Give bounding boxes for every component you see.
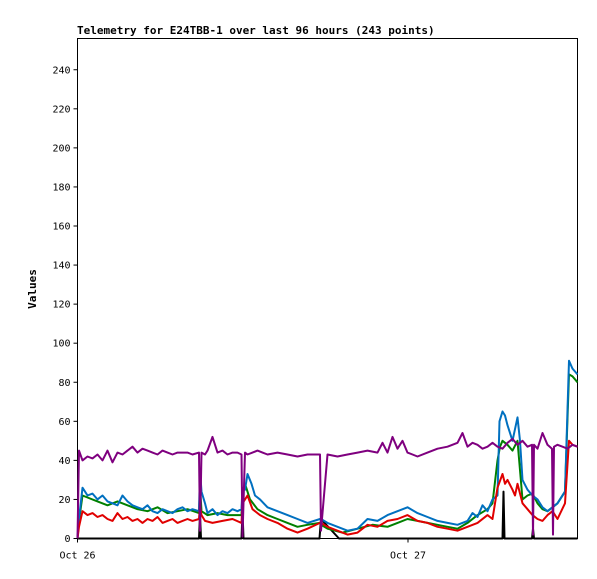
series-layer	[76, 359, 579, 540]
y-tick-label-3: 60	[58, 417, 70, 428]
y-tick-label-5: 100	[52, 339, 70, 350]
y-tick-label-12: 240	[52, 65, 70, 76]
y-tick-label-11: 220	[52, 104, 70, 115]
x-axis: Oct 26 Oct 27	[59, 538, 426, 562]
series-line-2	[76, 359, 579, 539]
y-axis: 0 20 40 60 80 100 120 140 160 180 200 220 240	[52, 65, 78, 545]
series-line-4	[76, 432, 578, 539]
x-tick-label-1: Oct 27	[390, 551, 426, 562]
y-tick-label-6: 120	[52, 300, 70, 311]
x-tick-label-0: Oct 26	[59, 551, 95, 562]
y-tick-label-4: 80	[58, 378, 70, 389]
y-tick-label-7: 140	[52, 261, 70, 272]
series-line-3	[76, 439, 578, 539]
y-tick-label-1: 20	[58, 495, 70, 506]
y-tick-label-8: 160	[52, 222, 70, 233]
y-axis-label: Values	[26, 269, 39, 309]
y-tick-label-2: 40	[58, 456, 70, 467]
y-tick-label-10: 200	[52, 143, 70, 154]
chart-title: Telemetry for E24TBB-1 over last 96 hour…	[77, 24, 435, 37]
y-tick-label-0: 0	[64, 534, 70, 545]
y-tick-label-9: 180	[52, 182, 70, 193]
